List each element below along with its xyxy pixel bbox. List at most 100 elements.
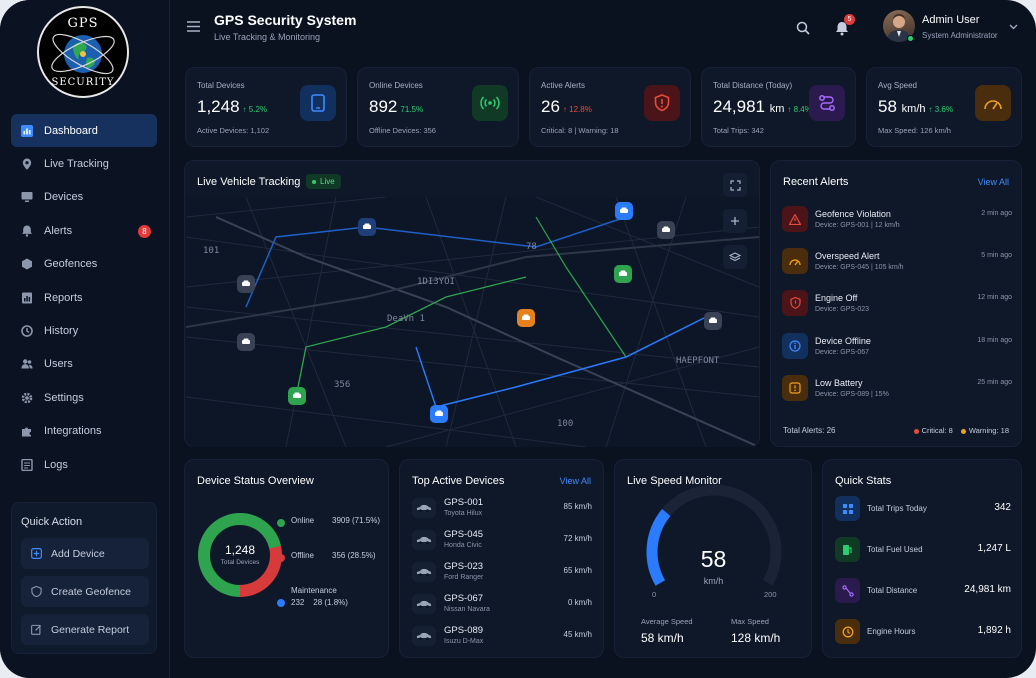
create-geofence-label: Create Geofence xyxy=(51,585,131,598)
donut-center-label: Total Devices xyxy=(220,559,260,566)
shield-alert-icon xyxy=(782,290,808,316)
device-row[interactable]: GPS-023 Ford Ranger 65 km/h xyxy=(412,560,592,586)
alert-time: 2 min ago xyxy=(981,210,1012,217)
device-row[interactable]: GPS-001 Toyota Hilux 85 km/h xyxy=(412,496,592,522)
stat-delta: ↑ 3.6% xyxy=(928,105,953,114)
hamburger-menu-icon[interactable] xyxy=(187,21,200,32)
sidebar: GPS SECURITY Dashboard Live Tracking Dev… xyxy=(0,0,170,678)
top-devices-title: Top Active Devices xyxy=(412,475,505,487)
alert-sub: Device: GPS-067 xyxy=(815,349,870,356)
donut-center-value: 1,248 xyxy=(224,543,256,557)
alert-title: Low Battery xyxy=(815,378,863,388)
sidebar-item-label: Geofences xyxy=(44,258,98,271)
vehicle-marker[interactable] xyxy=(614,265,632,283)
legend-value: 3909 (71.5%) xyxy=(332,516,381,525)
alert-item[interactable]: Low Battery Device: GPS-089 | 15% 25 min… xyxy=(782,375,1012,405)
sidebar-item-label: Live Tracking xyxy=(44,158,109,171)
sidebar-item-reports[interactable]: Reports xyxy=(11,281,157,314)
device-row[interactable]: GPS-089 Isuzu D-Max 45 km/h xyxy=(412,624,592,650)
alert-item[interactable]: Geofence Violation Device: GPS-001 | 12 … xyxy=(782,206,1012,236)
stat-card-total-distance[interactable]: Total Distance (Today) 24,981 km ↑ 8.4% T… xyxy=(701,67,856,147)
stat-delta: ↑ 5.2% xyxy=(242,105,268,114)
vehicle-marker[interactable] xyxy=(237,275,255,293)
alert-item[interactable]: Engine Off Device: GPS-023 12 min ago xyxy=(782,290,1012,320)
map-view[interactable]: 101 1DI3YOI DeaVn 1 HAEPFONT 100 78 356 xyxy=(186,197,759,447)
stat-label: Avg Speed xyxy=(878,81,917,90)
generate-report-button[interactable]: Generate Report xyxy=(21,614,149,645)
sidebar-item-integrations[interactable]: Integrations xyxy=(11,415,157,448)
vehicle-marker[interactable] xyxy=(704,312,722,330)
max-speed-label: Max Speed xyxy=(731,617,769,626)
quick-stat-label: Total Trips Today xyxy=(867,504,927,513)
stat-sub: Offline Devices: 356 xyxy=(369,126,436,135)
stat-card-active-alerts[interactable]: Active Alerts 26 ↑ 12.8% Critical: 8 | Wa… xyxy=(529,67,691,147)
sidebar-item-label: Logs xyxy=(44,458,68,471)
alert-sub: Device: GPS-045 | 105 km/h xyxy=(815,264,904,271)
edit-icon xyxy=(31,624,42,635)
legend-critical: Critical: 8 xyxy=(913,426,953,435)
warning-triangle-icon xyxy=(782,206,808,232)
stat-number: 58 xyxy=(878,97,897,116)
sidebar-nav: Dashboard Live Tracking Devices Alerts 8… xyxy=(11,114,157,481)
notifications-button[interactable]: 5 xyxy=(828,14,856,42)
add-device-button[interactable]: Add Device xyxy=(21,538,149,569)
quick-stat-row: Engine Hours 1,892 h xyxy=(835,619,1011,645)
alerts-title: Recent Alerts xyxy=(783,176,849,188)
alert-item[interactable]: Overspeed Alert Device: GPS-045 | 105 km… xyxy=(782,248,1012,278)
stat-number: 1,248 xyxy=(197,97,240,116)
stat-card-avg-speed[interactable]: Avg Speed 58 km/h ↑ 3.6% Max Speed: 126 k… xyxy=(866,67,1022,147)
vehicle-marker[interactable] xyxy=(237,333,255,351)
quick-stat-row: Total Distance 24,981 km xyxy=(835,578,1011,604)
stat-card-total-devices[interactable]: Total Devices 1,248 ↑ 5.2% Active Devices… xyxy=(185,67,347,147)
alerts-legend: Critical: 8 Warning: 18 xyxy=(913,426,1009,435)
vehicle-marker[interactable] xyxy=(657,221,675,239)
device-row[interactable]: GPS-045 Honda Civic 72 km/h xyxy=(412,528,592,554)
recent-alerts-card: Recent Alerts View All Geofence Violatio… xyxy=(770,160,1022,447)
zoom-in-button[interactable] xyxy=(723,209,747,233)
device-name: Isuzu D-Max xyxy=(444,638,484,645)
maintenance-dot xyxy=(277,599,285,607)
vehicle-marker[interactable] xyxy=(358,218,376,236)
generate-report-label: Generate Report xyxy=(51,623,130,636)
live-tracking-card: Live Vehicle Tracking Live 101 1DI3YOI xyxy=(184,160,760,447)
device-speed: 72 km/h xyxy=(563,534,592,543)
device-name: Nissan Navara xyxy=(444,606,490,613)
car-icon xyxy=(412,498,436,518)
device-row[interactable]: GPS-067 Nissan Navara 0 km/h xyxy=(412,592,592,618)
vehicle-marker[interactable] xyxy=(615,202,633,220)
stat-delta: ↑ 8.4% xyxy=(787,105,812,114)
sidebar-item-dashboard[interactable]: Dashboard xyxy=(11,114,157,148)
vehicle-marker[interactable] xyxy=(517,309,535,327)
legend-value: 356 (28.5%) xyxy=(332,551,376,560)
sidebar-item-devices[interactable]: Devices xyxy=(11,181,157,214)
create-geofence-button[interactable]: Create Geofence xyxy=(21,576,149,607)
sidebar-item-alerts[interactable]: Alerts 8 xyxy=(11,214,157,247)
quick-stat-label: Total Distance xyxy=(867,586,918,595)
alert-time: 12 min ago xyxy=(977,294,1012,301)
map-label: 101 xyxy=(203,246,220,256)
search-button[interactable] xyxy=(789,14,817,42)
vehicle-marker[interactable] xyxy=(288,387,306,405)
legend-maintenance: Maintenance 232 28 (1.8%) xyxy=(277,586,348,607)
top-devices-view-all-link[interactable]: View All xyxy=(559,476,591,486)
car-icon xyxy=(412,626,436,646)
stat-card-online-devices[interactable]: Online Devices 892 71.5% Offline Devices:… xyxy=(357,67,519,147)
alert-item[interactable]: Device Offline Device: GPS-067 18 min ag… xyxy=(782,333,1012,363)
chevron-down-icon[interactable] xyxy=(1009,24,1018,30)
stat-label: Total Distance (Today) xyxy=(713,81,793,90)
alerts-view-all-link[interactable]: View All xyxy=(977,177,1009,187)
sidebar-item-settings[interactable]: Settings xyxy=(11,381,157,414)
page-subtitle: Live Tracking & Monitoring xyxy=(214,32,321,42)
sidebar-item-live-tracking[interactable]: Live Tracking xyxy=(11,147,157,180)
trips-icon xyxy=(835,496,860,521)
layers-button[interactable] xyxy=(723,245,747,269)
sidebar-item-users[interactable]: Users xyxy=(11,348,157,381)
stat-value: 26 ↑ 12.8% xyxy=(541,97,592,117)
vehicle-marker[interactable] xyxy=(430,405,448,423)
sidebar-item-geofences[interactable]: Geofences xyxy=(11,248,157,281)
alert-title: Device Offline xyxy=(815,336,871,346)
online-status-dot xyxy=(907,35,914,42)
sidebar-item-history[interactable]: History xyxy=(11,314,157,347)
sidebar-item-logs[interactable]: Logs xyxy=(11,448,157,481)
fullscreen-button[interactable] xyxy=(723,173,747,197)
